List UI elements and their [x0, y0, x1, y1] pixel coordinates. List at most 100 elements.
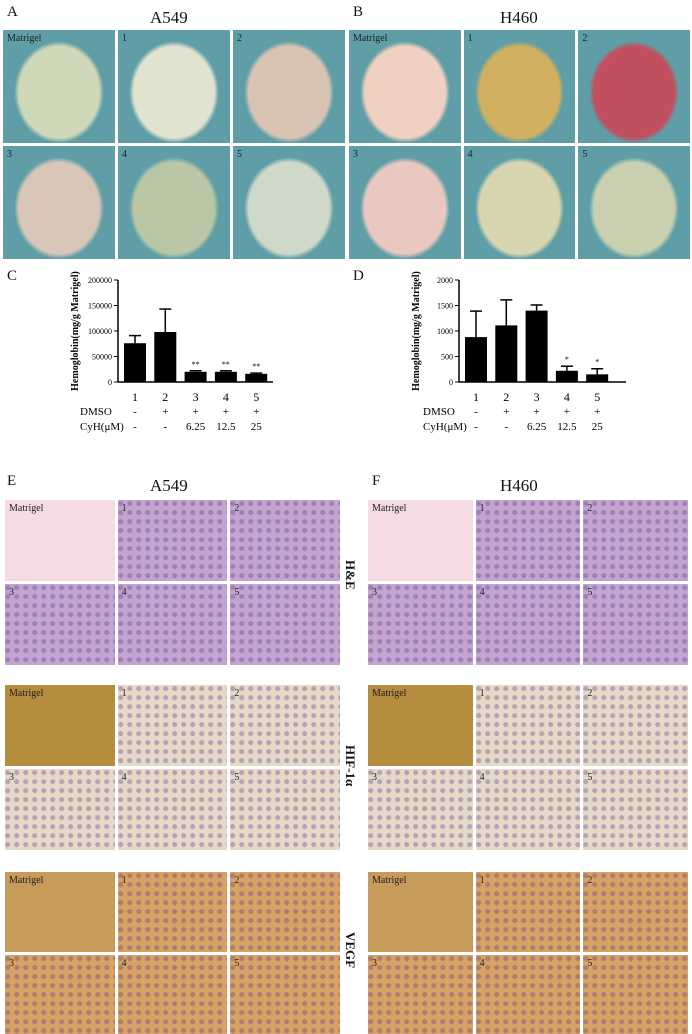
image-panel: 3	[368, 954, 473, 1034]
image-panel: Matrigel	[368, 500, 473, 581]
image-panel-label: 4	[121, 772, 127, 783]
image-panel: Matrigel	[349, 30, 461, 143]
image-panel: 1	[475, 500, 581, 581]
image-panel-label: 1	[121, 688, 127, 699]
condition-value: +	[564, 406, 570, 418]
y-tick-label: 100000	[88, 327, 112, 336]
condition-value: -	[504, 421, 508, 433]
panel-f-stain-grid: Matrigel 1 2 3 4 5	[368, 500, 688, 665]
panel-b-letter: B	[353, 4, 364, 20]
image-panel-label: 3	[353, 149, 358, 160]
image-panel-label: 3	[372, 587, 377, 598]
stain-label: H&E	[343, 560, 358, 590]
condition-value: 25	[592, 421, 604, 433]
image-panel: 3	[5, 769, 115, 850]
condition-value: +	[594, 406, 600, 418]
x-tick-label: 5	[253, 390, 259, 404]
image-panel: 3	[368, 584, 473, 665]
image-panel: 5	[583, 769, 688, 850]
image-panel: 4	[117, 769, 228, 850]
image-panel-label: 1	[121, 875, 127, 886]
image-panel: Matrigel	[368, 685, 473, 766]
image-panel-label: 2	[234, 688, 240, 699]
image-panel-label: 2	[582, 33, 588, 44]
image-panel-label: Matrigel	[9, 875, 44, 886]
image-panel-label: 5	[587, 957, 593, 969]
image-panel-label: Matrigel	[372, 688, 407, 699]
y-tick-label: 2000	[437, 276, 453, 285]
image-panel: 4	[117, 584, 228, 665]
condition-value: 6.25	[527, 421, 547, 433]
image-panel: 3	[5, 954, 115, 1034]
x-tick-label: 5	[594, 390, 600, 404]
panel-a-title: A549	[150, 8, 188, 27]
bar	[525, 310, 548, 382]
image-panel-label: 5	[234, 957, 240, 969]
image-panel-label: 4	[467, 149, 473, 160]
condition-label: DMSO	[80, 406, 112, 418]
y-axis-label: Hemoglobin(mg/g Matrigel)	[70, 271, 81, 391]
condition-label: DMSO	[423, 406, 455, 418]
image-panel: 5	[233, 146, 345, 259]
panel-e-stain-grid: Matrigel 1 2 3 4 5	[5, 500, 340, 665]
image-panel: 3	[349, 146, 461, 259]
bar	[214, 371, 237, 382]
image-panel-label: 1	[479, 503, 485, 514]
condition-value: -	[163, 421, 167, 433]
image-panel-label: 2	[234, 875, 240, 886]
y-tick-label: 50000	[92, 353, 112, 362]
x-tick-label: 3	[193, 390, 199, 404]
condition-value: +	[533, 406, 539, 418]
image-panel-label: 1	[479, 875, 485, 886]
image-panel: 2	[583, 500, 688, 581]
image-panel: Matrigel	[368, 872, 473, 952]
image-panel-label: 2	[587, 875, 593, 886]
x-tick-label: 1	[473, 390, 479, 404]
condition-label: CyH(μM)	[80, 421, 124, 433]
image-panel-label: 2	[587, 688, 593, 699]
image-panel: 4	[117, 954, 228, 1034]
condition-value: -	[133, 421, 137, 433]
image-panel-label: 3	[9, 587, 14, 598]
significance-marker: *	[595, 358, 599, 367]
image-panel: 5	[230, 954, 340, 1034]
significance-marker: **	[252, 362, 260, 371]
image-panel-label: 1	[467, 33, 473, 44]
panel-e-stain-grid: Matrigel 1 2 3 4 5	[5, 685, 340, 850]
image-panel: 1	[117, 685, 228, 766]
image-panel: 2	[583, 685, 688, 766]
image-panel-label: 2	[587, 503, 593, 514]
image-panel: 1	[117, 872, 228, 952]
image-panel-label: 3	[372, 957, 377, 969]
bar	[495, 325, 518, 382]
bar	[245, 373, 268, 382]
condition-value: 12.5	[557, 421, 577, 433]
panel-e-letter: E	[7, 473, 17, 489]
image-panel: 3	[3, 146, 115, 259]
panel-d-letter: D	[353, 268, 364, 284]
image-panel: 1	[118, 30, 230, 143]
panel-b-photos: Matrigel 1 2 3 4 5	[349, 30, 690, 259]
image-panel-label: Matrigel	[7, 33, 42, 44]
condition-value: +	[503, 406, 509, 418]
image-panel: 4	[475, 769, 581, 850]
panel-b-title: H460	[500, 8, 538, 27]
y-tick-label: 500	[441, 353, 453, 362]
chart-d: 0 500 1000 1500 2000 Hemoglobin(mg/g Matrigel…	[411, 271, 626, 433]
panel-a-letter: A	[7, 4, 18, 20]
condition-value: -	[474, 406, 478, 418]
image-panel: 5	[230, 769, 340, 850]
image-panel: 2	[583, 872, 688, 952]
image-panel-label: 3	[9, 957, 14, 969]
image-panel-label: 4	[479, 957, 485, 969]
image-panel: 5	[583, 954, 688, 1034]
significance-marker: *	[565, 355, 569, 364]
panel-e-title: A549	[150, 476, 188, 495]
panel-f-letter: F	[372, 473, 381, 489]
image-panel-label: 5	[234, 772, 240, 783]
x-tick-label: 1	[132, 390, 138, 404]
image-panel: 1	[475, 685, 581, 766]
image-panel: 1	[475, 872, 581, 952]
image-panel: 4	[475, 954, 581, 1034]
image-panel: 5	[578, 146, 690, 259]
